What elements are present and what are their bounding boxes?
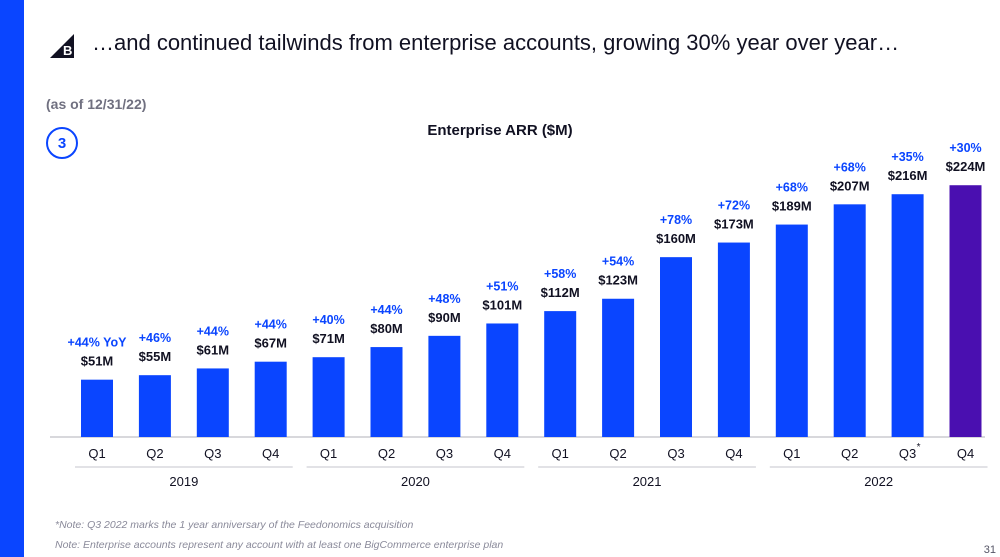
tick-label-7: Q3 <box>436 446 453 461</box>
bar-16 <box>949 185 982 437</box>
tick-label-6: Q2 <box>378 446 395 461</box>
growth-label-1: +44% YoY <box>68 336 128 350</box>
page-number: 31 <box>983 544 996 556</box>
value-label-7: $90M <box>428 310 461 325</box>
growth-label-9: +58% <box>544 267 576 281</box>
value-label-6: $80M <box>370 321 403 336</box>
growth-label-6: +44% <box>370 303 402 317</box>
growth-label-13: +68% <box>776 181 808 195</box>
year-label-2020: 2020 <box>401 474 430 489</box>
value-label-12: $173M <box>714 217 754 232</box>
growth-label-11: +78% <box>660 213 692 227</box>
bar-2 <box>138 375 171 437</box>
footnote-feedonomics: *Note: Q3 2022 marks the 1 year annivers… <box>55 519 414 531</box>
tick-label-14: Q2 <box>841 446 858 461</box>
bar-11 <box>660 257 692 437</box>
tick-label-13: Q1 <box>783 446 800 461</box>
tick-label-11: Q3 <box>667 446 684 461</box>
tick-label-8: Q4 <box>494 446 511 461</box>
value-label-11: $160M <box>656 231 696 246</box>
growth-label-14: +68% <box>834 160 866 174</box>
growth-label-3: +44% <box>197 324 229 338</box>
growth-label-4: +44% <box>255 318 287 332</box>
footnote-enterprise-definition: Note: Enterprise accounts represent any … <box>55 539 504 551</box>
value-label-14: $207M <box>830 178 870 193</box>
tick-label-1: Q1 <box>88 446 105 461</box>
value-label-8: $101M <box>482 297 522 312</box>
bar-12 <box>717 242 750 437</box>
value-label-9: $112M <box>541 285 580 300</box>
growth-label-8: +51% <box>486 279 518 293</box>
tick-label-15: Q3 <box>899 446 916 461</box>
value-label-1: $51M <box>81 354 114 369</box>
footnote-marker: * <box>917 442 921 453</box>
bar-14 <box>833 204 866 437</box>
slide-headline: …and continued tailwinds from enterprise… <box>92 30 900 55</box>
bar-6 <box>370 347 403 437</box>
bigcommerce-logo-icon: B <box>50 34 74 58</box>
tick-label-5: Q1 <box>320 446 337 461</box>
growth-label-16: +30% <box>949 141 981 155</box>
value-label-10: $123M <box>598 273 638 288</box>
bar-9 <box>544 311 577 437</box>
growth-label-5: +40% <box>312 313 344 327</box>
value-label-5: $71M <box>312 331 345 346</box>
value-label-16: $224M <box>946 159 986 174</box>
brand-side-bar <box>0 0 24 557</box>
growth-label-10: +54% <box>602 255 634 269</box>
bar-7 <box>428 335 461 437</box>
as-of-date: (as of 12/31/22) <box>46 96 147 112</box>
growth-label-12: +72% <box>718 199 750 213</box>
step-badge: 3 <box>46 127 78 159</box>
tick-label-2: Q2 <box>146 446 163 461</box>
year-label-2019: 2019 <box>169 474 198 489</box>
bar-13 <box>775 224 808 437</box>
value-label-3: $61M <box>197 342 230 357</box>
tick-label-16: Q4 <box>957 446 974 461</box>
bar-8 <box>486 323 519 437</box>
value-label-2: $55M <box>139 349 172 364</box>
value-label-15: $216M <box>888 168 928 183</box>
bar-4 <box>254 361 287 437</box>
growth-label-15: +35% <box>891 150 923 164</box>
tick-label-12: Q4 <box>725 446 742 461</box>
bar-5 <box>312 357 345 437</box>
year-label-2022: 2022 <box>864 474 893 489</box>
growth-label-2: +46% <box>139 331 171 345</box>
tick-label-4: Q4 <box>262 446 279 461</box>
bar-10 <box>602 298 635 437</box>
tick-label-9: Q1 <box>552 446 569 461</box>
year-label-2021: 2021 <box>633 474 662 489</box>
value-label-13: $189M <box>772 199 812 214</box>
bar-3 <box>196 368 229 437</box>
growth-label-7: +48% <box>428 292 460 306</box>
value-label-4: $67M <box>254 336 287 351</box>
svg-text:B: B <box>63 43 72 58</box>
tick-label-3: Q3 <box>204 446 221 461</box>
bar-15 <box>891 194 924 437</box>
tick-label-10: Q2 <box>609 446 626 461</box>
chart-title: Enterprise ARR ($M) <box>427 122 573 139</box>
bar-1 <box>81 379 113 437</box>
